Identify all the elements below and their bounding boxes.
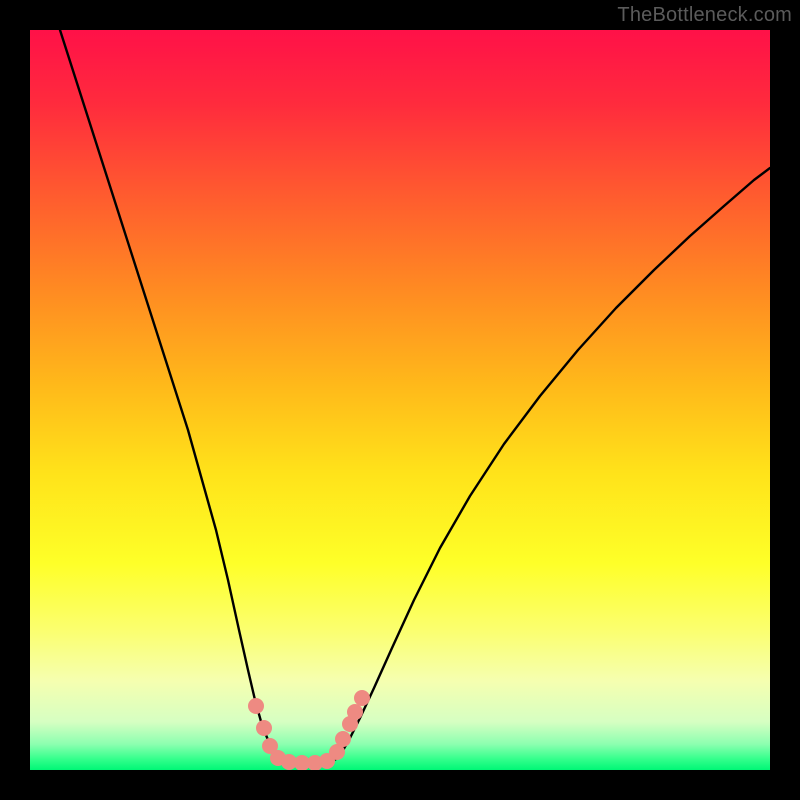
frame-left xyxy=(0,0,30,800)
curve-marker xyxy=(335,731,351,747)
curve-layer xyxy=(30,30,770,770)
frame-bottom xyxy=(0,770,800,800)
bottleneck-curve xyxy=(60,30,770,764)
curve-marker xyxy=(256,720,272,736)
plot-area xyxy=(30,30,770,770)
watermark-text: TheBottleneck.com xyxy=(617,4,792,27)
curve-marker xyxy=(354,690,370,706)
curve-marker xyxy=(347,704,363,720)
curve-marker xyxy=(248,698,264,714)
frame-right xyxy=(770,0,800,800)
